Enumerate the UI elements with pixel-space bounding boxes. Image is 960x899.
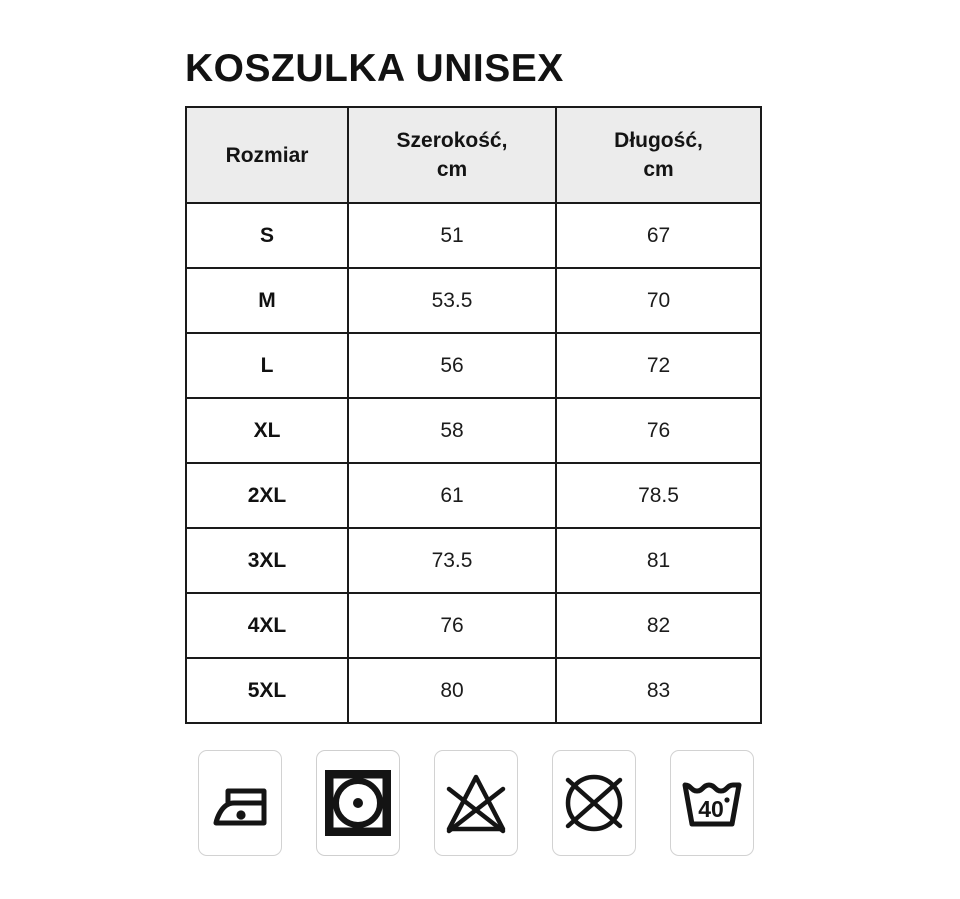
do-not-bleach-icon xyxy=(444,772,508,834)
do-not-dry-clean-icon xyxy=(562,771,626,835)
column-header-length: Długość, cm xyxy=(555,106,762,204)
cell-width: 56 xyxy=(347,332,557,399)
cell-width: 51 xyxy=(347,202,557,269)
cell-length: 81 xyxy=(555,527,762,594)
cell-size: L xyxy=(185,332,349,399)
cell-size: 2XL xyxy=(185,462,349,529)
page-title: KOSZULKA UNISEX xyxy=(185,47,564,90)
table-row: 2XL 61 78.5 xyxy=(185,462,762,529)
size-table: Rozmiar Szerokość, cm Długość, cm S 51 6… xyxy=(185,106,762,724)
column-header-width: Szerokość, cm xyxy=(347,106,557,204)
cell-size: 3XL xyxy=(185,527,349,594)
table-header-row: Rozmiar Szerokość, cm Długość, cm xyxy=(185,106,762,204)
cell-width: 58 xyxy=(347,397,557,464)
care-symbol-do-not-dry-clean xyxy=(552,750,636,856)
cell-length: 67 xyxy=(555,202,762,269)
cell-length: 70 xyxy=(555,267,762,334)
cell-length: 83 xyxy=(555,657,762,724)
table-row: M 53.5 70 xyxy=(185,267,762,334)
cell-length: 82 xyxy=(555,592,762,659)
column-header-length-line2: cm xyxy=(643,158,674,181)
cell-width: 61 xyxy=(347,462,557,529)
care-symbols-row: 40 xyxy=(198,750,754,856)
cell-size: 4XL xyxy=(185,592,349,659)
cell-width: 80 xyxy=(347,657,557,724)
cell-size: XL xyxy=(185,397,349,464)
table-row: XL 58 76 xyxy=(185,397,762,464)
cell-length: 76 xyxy=(555,397,762,464)
cell-size: S xyxy=(185,202,349,269)
wash-temperature-label: 40 xyxy=(698,796,724,822)
column-header-width-line1: Szerokość, xyxy=(396,129,508,152)
column-header-width-line2: cm xyxy=(436,158,468,181)
care-symbol-tumble-dry xyxy=(316,750,400,856)
wash-40-degrees-icon: 40 xyxy=(680,776,744,830)
iron-low-one-dot-icon xyxy=(208,777,272,829)
cell-width: 76 xyxy=(347,592,557,659)
table-row: L 56 72 xyxy=(185,332,762,399)
cell-length: 78.5 xyxy=(555,462,762,529)
column-header-size-label: Rozmiar xyxy=(225,143,309,167)
column-header-size: Rozmiar xyxy=(185,106,349,204)
care-symbol-wash-40: 40 xyxy=(670,750,754,856)
table-row: 4XL 76 82 xyxy=(185,592,762,659)
column-header-length-line1: Długość, xyxy=(614,129,703,152)
care-symbol-do-not-bleach xyxy=(434,750,518,856)
table-row: 3XL 73.5 81 xyxy=(185,527,762,594)
tumble-dry-low-icon xyxy=(325,770,391,836)
cell-width: 73.5 xyxy=(347,527,557,594)
cell-length: 72 xyxy=(555,332,762,399)
table-row: 5XL 80 83 xyxy=(185,657,762,724)
cell-width: 53.5 xyxy=(347,267,557,334)
care-symbol-iron xyxy=(198,750,282,856)
table-row: S 51 67 xyxy=(185,202,762,269)
cell-size: 5XL xyxy=(185,657,349,724)
cell-size: M xyxy=(185,267,349,334)
